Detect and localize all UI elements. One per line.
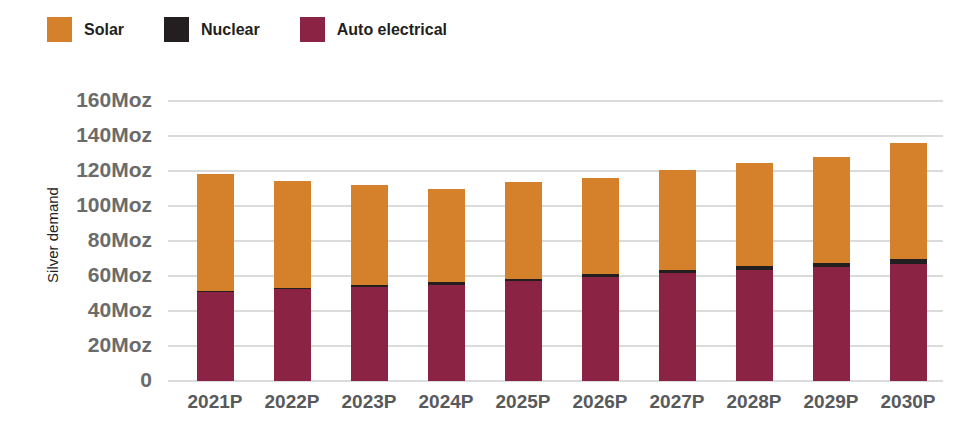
plot-area (168, 100, 943, 381)
bar-2028p (736, 163, 773, 381)
x-tick-label: 2022P (253, 391, 331, 413)
bar-2022p (274, 181, 311, 381)
x-tick-label: 2030P (869, 391, 947, 413)
legend-item-auto-electrical: Auto electrical (300, 17, 447, 42)
bar-segment-auto-electrical (428, 285, 465, 381)
bar-segment-solar (197, 174, 234, 291)
bar-2026p (582, 178, 619, 381)
x-axis-labels: 2021P2022P2023P2024P2025P2026P2027P2028P… (0, 391, 975, 417)
bar-segment-solar (813, 157, 850, 264)
bar-segment-auto-electrical (505, 281, 542, 381)
bar-segment-solar (505, 182, 542, 278)
legend-swatch-auto-electrical (300, 17, 325, 42)
x-tick-label: 2028P (715, 391, 793, 413)
x-tick-label: 2026P (561, 391, 639, 413)
x-tick-label: 2025P (484, 391, 562, 413)
legend-item-solar: Solar (47, 17, 124, 42)
x-tick-label: 2029P (792, 391, 870, 413)
legend: Solar Nuclear Auto electrical (47, 17, 447, 42)
x-tick-label: 2027P (638, 391, 716, 413)
bar-segment-solar (428, 189, 465, 282)
legend-label: Auto electrical (337, 21, 447, 39)
y-tick-label: 20Moz (0, 334, 152, 356)
y-tick-label: 60Moz (0, 264, 152, 286)
bar-2021p (197, 174, 234, 381)
bar-2027p (659, 170, 696, 381)
bar-segment-solar (582, 178, 619, 274)
bar-segment-auto-electrical (659, 273, 696, 381)
bar-2023p (351, 185, 388, 381)
legend-swatch-nuclear (164, 17, 189, 42)
bar-segment-solar (890, 143, 927, 259)
bar-segment-solar (274, 181, 311, 288)
gridline (168, 100, 943, 102)
y-tick-label: 120Moz (0, 159, 152, 181)
bar-2024p (428, 189, 465, 381)
legend-swatch-solar (47, 17, 72, 42)
bar-segment-auto-electrical (197, 292, 234, 381)
bar-2025p (505, 182, 542, 381)
y-axis-labels: 160Moz140Moz120Moz100Moz80Moz60Moz40Moz2… (0, 100, 152, 381)
bar-segment-auto-electrical (274, 289, 311, 381)
y-tick-label: 80Moz (0, 229, 152, 251)
y-tick-label: 0 (0, 369, 152, 391)
silver-demand-chart: SolarNuclearAuto electrical Silver deman… (0, 0, 975, 430)
y-tick-label: 140Moz (0, 124, 152, 146)
legend-label: Nuclear (201, 21, 260, 39)
bar-segment-auto-electrical (351, 287, 388, 382)
bar-segment-auto-electrical (890, 264, 927, 381)
legend-item-nuclear: Nuclear (164, 17, 260, 42)
x-tick-label: 2021P (176, 391, 254, 413)
bar-2029p (813, 157, 850, 381)
bar-segment-auto-electrical (582, 277, 619, 381)
y-tick-label: 160Moz (0, 89, 152, 111)
x-tick-label: 2023P (330, 391, 408, 413)
bar-segment-solar (736, 163, 773, 266)
bar-segment-solar (659, 170, 696, 270)
y-tick-label: 40Moz (0, 299, 152, 321)
gridline (168, 135, 943, 137)
bar-segment-auto-electrical (813, 267, 850, 381)
x-tick-label: 2024P (407, 391, 485, 413)
bar-segment-auto-electrical (736, 270, 773, 381)
bar-segment-solar (351, 185, 388, 285)
y-tick-label: 100Moz (0, 194, 152, 216)
bar-2030p (890, 143, 927, 381)
legend-label: Solar (84, 21, 124, 39)
